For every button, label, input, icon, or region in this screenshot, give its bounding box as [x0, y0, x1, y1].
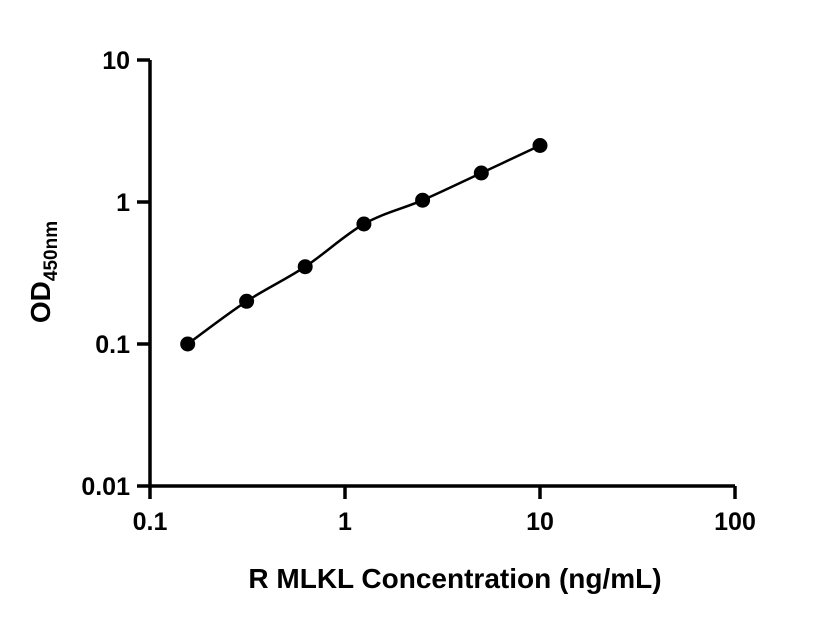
x-tick-label: 1	[338, 508, 352, 536]
data-point	[415, 192, 431, 208]
data-point	[473, 165, 489, 181]
y-axis-title: OD450nm	[25, 221, 62, 323]
y-tick-label: 10	[102, 47, 130, 75]
x-axis-title: R MLKL Concentration (ng/mL)	[248, 563, 661, 594]
y-axis-title-main: OD	[25, 281, 56, 323]
data-point	[180, 336, 196, 352]
y-tick-label: 0.1	[95, 331, 130, 359]
data-point	[297, 259, 313, 275]
axes-lines	[148, 60, 735, 488]
data-point	[239, 293, 255, 309]
data-point	[356, 216, 372, 232]
x-tick-label: 0.1	[133, 508, 168, 536]
x-tick-label: 10	[526, 508, 554, 536]
x-tick-label: 100	[714, 508, 756, 536]
y-tick-label: 1	[116, 189, 130, 217]
y-axis-title-subscript: 450nm	[41, 221, 62, 281]
data-point	[532, 138, 548, 153]
y-tick-label: 0.01	[81, 473, 130, 501]
